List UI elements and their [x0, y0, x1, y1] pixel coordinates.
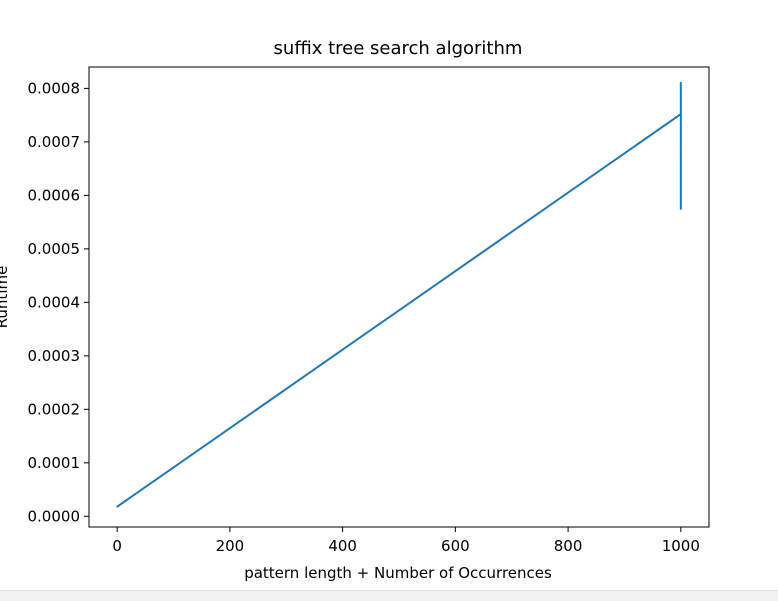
series-line-0	[116, 82, 682, 508]
data-point	[679, 98, 682, 100]
data-point	[679, 113, 682, 115]
x-tick-label: 1000	[662, 537, 700, 555]
y-tick-label: 0.0007	[28, 133, 81, 151]
x-tick-label: 800	[554, 537, 583, 555]
series-layer	[116, 82, 682, 508]
y-tick-label: 0.0004	[28, 293, 81, 311]
y-tick-label: 0.0002	[28, 400, 81, 418]
data-point	[679, 207, 682, 210]
data-point	[679, 162, 682, 165]
y-axis-ticks: 0.0000 0.0001 0.0002 0.0003 0.0004 0.0005 0.00…	[28, 79, 89, 525]
x-tick-label: 200	[216, 537, 245, 555]
y-tick-label: 0.0003	[28, 347, 81, 365]
plot-area-frame	[88, 66, 710, 528]
data-point	[679, 130, 682, 133]
y-tick-label: 0.0001	[28, 454, 81, 472]
y-tick-label: 0.0000	[28, 507, 81, 525]
x-axis-ticks: 0 200 400 600 800 1000	[112, 527, 700, 555]
data-point	[679, 82, 682, 84]
y-tick-label: 0.0008	[28, 79, 81, 97]
y-tick-label: 0.0006	[28, 186, 81, 204]
chart-title: suffix tree search algorithm	[274, 38, 523, 59]
y-tick-label: 0.0005	[28, 240, 81, 258]
x-axis-title: pattern length + Number of Occurrences	[244, 564, 552, 582]
x-tick-label: 400	[328, 537, 357, 555]
data-point	[116, 505, 119, 508]
bottom-toolbar-strip	[0, 590, 778, 601]
y-axis-title: Runtime	[0, 266, 11, 329]
x-tick-label: 600	[441, 537, 470, 555]
x-tick-label: 0	[112, 537, 122, 555]
